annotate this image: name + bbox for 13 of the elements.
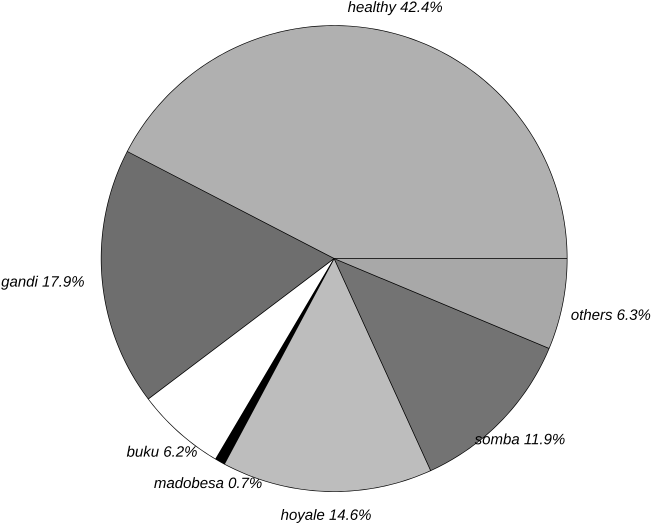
data-label: 6.3% (618, 309, 650, 320)
data-label: 17.9% (42, 276, 84, 287)
data-label: 0.7% (228, 477, 262, 488)
slice-label: madobesa (154, 477, 224, 488)
slice-label: hoyale (280, 508, 324, 523)
slice-label: others (571, 308, 612, 320)
slice-label: healthy (348, 1, 397, 16)
data-label: 42.4% (400, 2, 442, 12)
data-label: 6.2% (164, 446, 197, 457)
data-label: 14.6% (329, 509, 371, 520)
slice-label: buku (126, 446, 159, 457)
data-label: 11.9% (524, 434, 565, 444)
slice-label: gandi (1, 276, 38, 290)
